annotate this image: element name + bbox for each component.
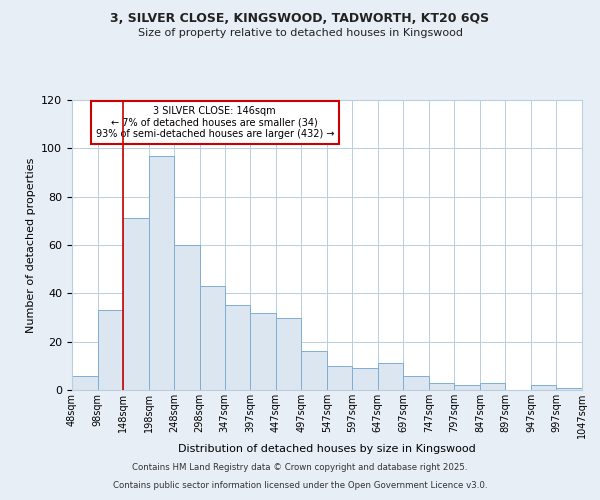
Text: Contains public sector information licensed under the Open Government Licence v3: Contains public sector information licen…	[113, 481, 487, 490]
Bar	[301, 352, 327, 390]
Bar	[352, 368, 378, 390]
Bar	[454, 385, 480, 390]
Bar	[98, 310, 123, 390]
Y-axis label: Number of detached properties: Number of detached properties	[26, 158, 35, 332]
Bar	[123, 218, 149, 390]
Text: 3 SILVER CLOSE: 146sqm
← 7% of detached houses are smaller (34)
93% of semi-deta: 3 SILVER CLOSE: 146sqm ← 7% of detached …	[95, 106, 334, 139]
Bar	[250, 312, 275, 390]
Text: Size of property relative to detached houses in Kingswood: Size of property relative to detached ho…	[137, 28, 463, 38]
Bar	[174, 245, 200, 390]
Bar	[403, 376, 429, 390]
Bar	[275, 318, 301, 390]
Bar	[556, 388, 582, 390]
Bar	[72, 376, 98, 390]
Bar	[429, 383, 454, 390]
Bar	[480, 383, 505, 390]
Bar	[378, 364, 403, 390]
Text: 3, SILVER CLOSE, KINGSWOOD, TADWORTH, KT20 6QS: 3, SILVER CLOSE, KINGSWOOD, TADWORTH, KT…	[110, 12, 490, 26]
Bar	[531, 385, 556, 390]
X-axis label: Distribution of detached houses by size in Kingswood: Distribution of detached houses by size …	[178, 444, 476, 454]
Bar	[327, 366, 352, 390]
Bar	[149, 156, 174, 390]
Bar	[224, 306, 250, 390]
Text: Contains HM Land Registry data © Crown copyright and database right 2025.: Contains HM Land Registry data © Crown c…	[132, 464, 468, 472]
Bar	[200, 286, 225, 390]
